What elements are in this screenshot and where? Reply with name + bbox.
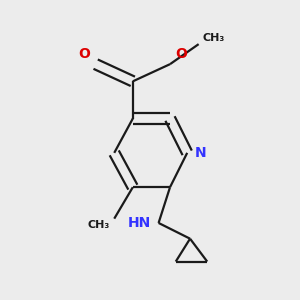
Text: CH₃: CH₃ <box>203 33 225 43</box>
Text: N: N <box>195 146 207 160</box>
Text: CH₃: CH₃ <box>88 220 110 230</box>
Text: HN: HN <box>128 216 152 230</box>
Text: O: O <box>176 47 188 61</box>
Text: O: O <box>78 47 90 61</box>
